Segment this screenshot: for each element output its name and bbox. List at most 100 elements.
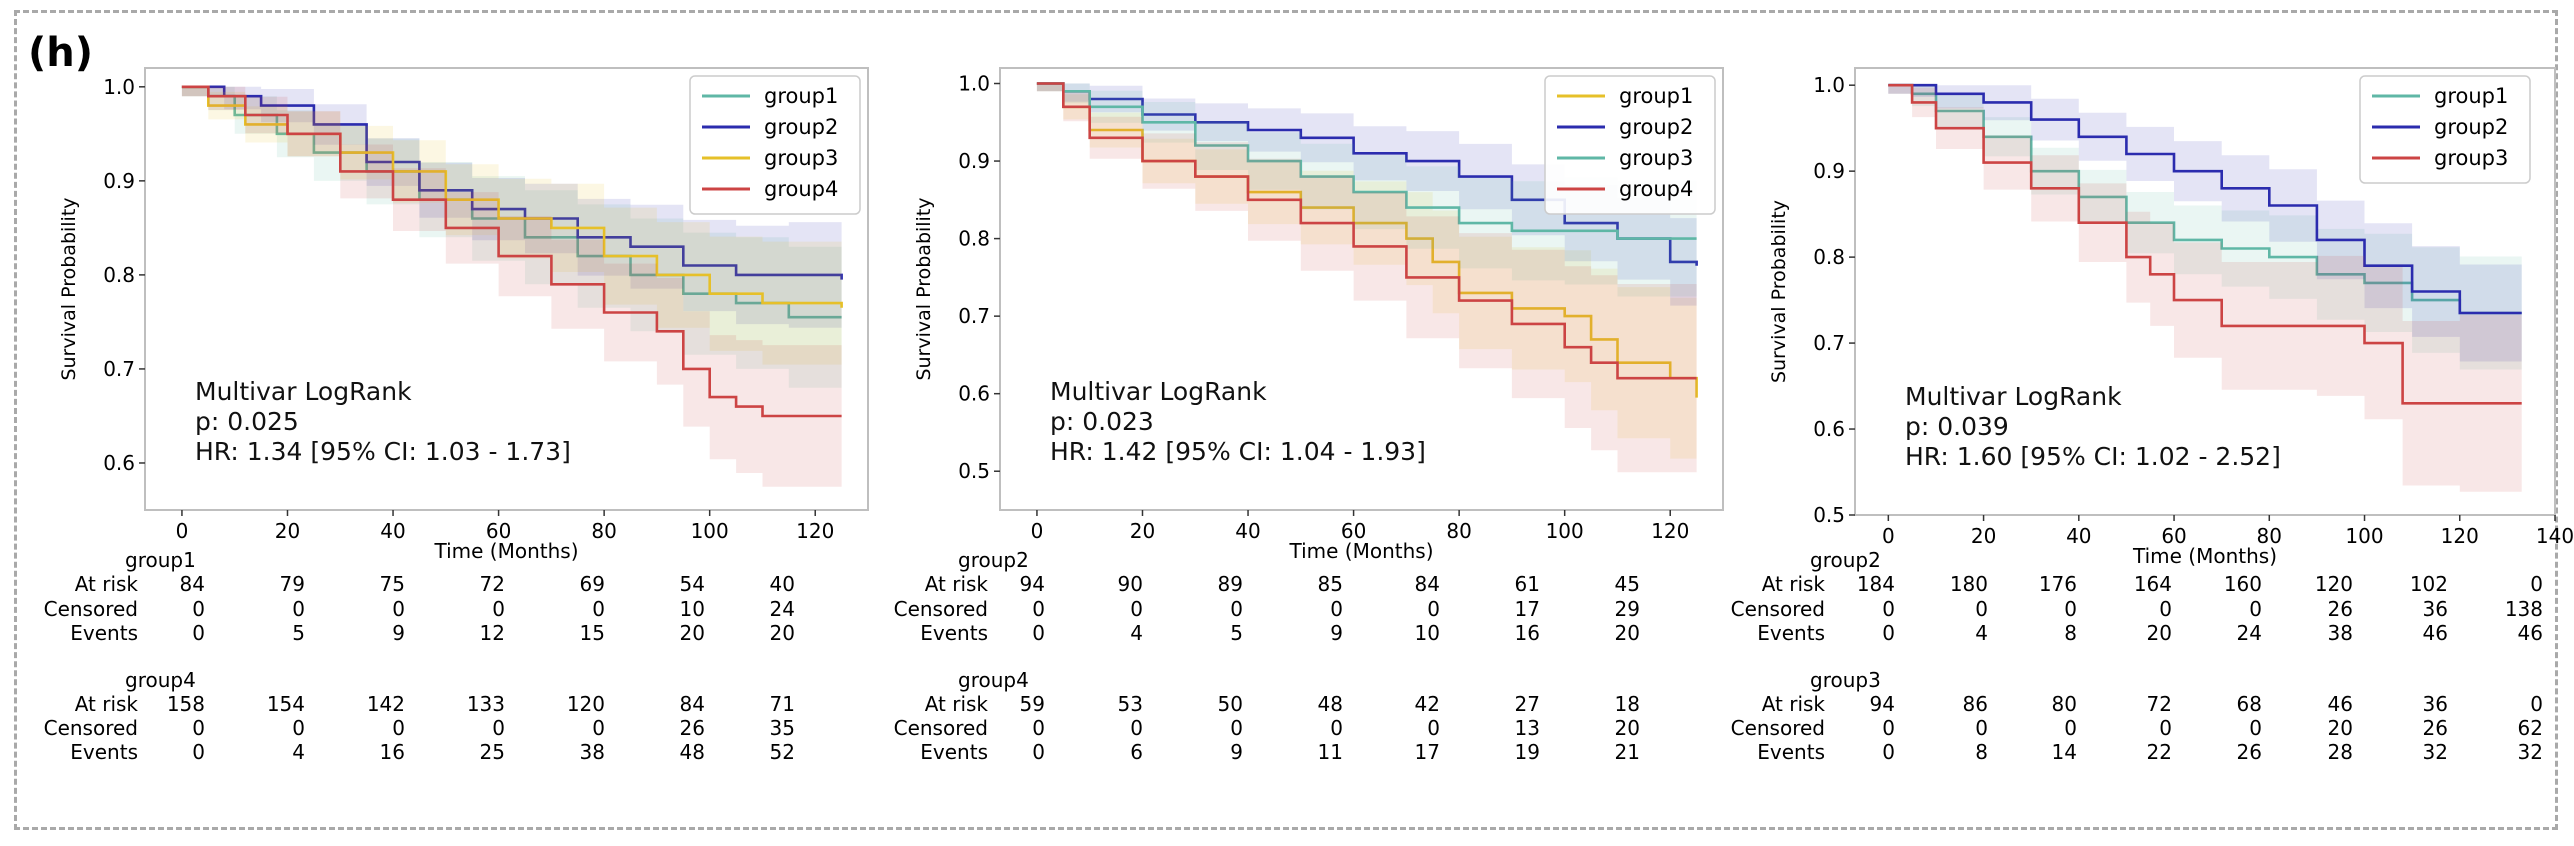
x-tick-label: 20 — [275, 519, 300, 543]
x-tick-label: 120 — [2441, 524, 2479, 548]
y-tick-label: 1.0 — [1813, 73, 1845, 97]
risk-table-value: 79 — [280, 572, 305, 596]
y-tick-label: 0.5 — [1813, 503, 1845, 527]
risk-table-value: 0 — [1032, 597, 1045, 621]
risk-table-value: 14 — [2052, 740, 2077, 764]
risk-row-label: Censored — [1731, 597, 1825, 621]
x-tick-label: 0 — [1031, 519, 1044, 543]
risk-table-group: group4 — [958, 668, 1029, 692]
risk-table-value: 53 — [1118, 692, 1143, 716]
risk-table-value: 133 — [467, 692, 505, 716]
risk-table-value: 184 — [1857, 572, 1895, 596]
risk-table-value: 35 — [770, 716, 795, 740]
risk-table-value: 48 — [680, 740, 705, 764]
risk-table-value: 0 — [392, 597, 405, 621]
y-tick-label: 0.7 — [1813, 331, 1845, 355]
risk-table-value: 94 — [1020, 572, 1045, 596]
risk-row-label: At risk — [75, 572, 139, 596]
risk-table-value: 158 — [167, 692, 205, 716]
risk-table-value: 0 — [1975, 597, 1988, 621]
risk-table-value: 17 — [1515, 597, 1540, 621]
y-axis-label: Survival Probability — [913, 197, 935, 380]
risk-table-value: 13 — [1515, 716, 1540, 740]
risk-table-value: 26 — [2423, 716, 2448, 740]
y-tick-label: 1.0 — [103, 75, 135, 99]
risk-table-value: 36 — [2423, 597, 2448, 621]
figure-frame — [14, 10, 2558, 830]
risk-table-value: 32 — [2518, 740, 2543, 764]
x-axis-label: Time (Months) — [1288, 539, 1433, 563]
risk-table-value: 9 — [392, 621, 405, 645]
risk-row-label: Events — [70, 740, 138, 764]
y-tick-label: 0.9 — [1813, 159, 1845, 183]
y-tick-label: 0.5 — [958, 459, 990, 483]
risk-table-value: 72 — [480, 572, 505, 596]
risk-table-value: 20 — [2147, 621, 2172, 645]
risk-table-value: 0 — [1032, 740, 1045, 764]
risk-table-value: 28 — [2328, 740, 2353, 764]
x-tick-label: 40 — [2066, 524, 2091, 548]
risk-table-value: 72 — [2147, 692, 2172, 716]
risk-table-value: 32 — [2423, 740, 2448, 764]
x-tick-label: 140 — [2536, 524, 2574, 548]
risk-table-value: 20 — [1615, 621, 1640, 645]
risk-table-value: 0 — [1330, 597, 1343, 621]
x-tick-label: 100 — [1546, 519, 1584, 543]
risk-table-value: 68 — [2237, 692, 2262, 716]
risk-table-value: 12 — [480, 621, 505, 645]
risk-table-value: 0 — [2064, 716, 2077, 740]
x-tick-label: 120 — [1651, 519, 1689, 543]
ci-band-group1 — [181, 86, 842, 393]
risk-table-value: 18 — [1615, 692, 1640, 716]
risk-table-group: group2 — [1810, 548, 1881, 572]
risk-table-value: 0 — [492, 597, 505, 621]
km-curve-group4 — [1036, 82, 1697, 380]
legend-label-group2: group2 — [764, 115, 838, 139]
risk-table-value: 142 — [367, 692, 405, 716]
x-tick-label: 60 — [1341, 519, 1366, 543]
x-tick-label: 100 — [2345, 524, 2383, 548]
y-tick-label: 0.6 — [103, 451, 135, 475]
risk-table-value: 20 — [2328, 716, 2353, 740]
y-tick-label: 0.9 — [103, 169, 135, 193]
risk-table-value: 86 — [1963, 692, 1988, 716]
logrank-annotation: HR: 1.42 [95% CI: 1.04 - 1.93] — [1050, 437, 1426, 466]
y-tick-label: 0.6 — [1813, 417, 1845, 441]
risk-table-value: 20 — [680, 621, 705, 645]
risk-table-value: 120 — [2315, 572, 2353, 596]
risk-table-value: 164 — [2134, 572, 2172, 596]
risk-table-value: 29 — [1615, 597, 1640, 621]
x-tick-label: 20 — [1130, 519, 1155, 543]
risk-table-value: 38 — [2328, 621, 2353, 645]
legend-label-group4: group4 — [764, 177, 838, 201]
logrank-annotation: Multivar LogRank — [1050, 377, 1267, 406]
risk-row-label: At risk — [925, 692, 989, 716]
risk-row-label: Events — [920, 740, 988, 764]
risk-table-value: 16 — [1515, 621, 1540, 645]
x-tick-label: 80 — [2257, 524, 2282, 548]
logrank-annotation: HR: 1.34 [95% CI: 1.03 - 1.73] — [195, 437, 571, 466]
risk-table-value: 4 — [1130, 621, 1143, 645]
risk-row-label: Censored — [894, 716, 988, 740]
x-tick-label: 120 — [796, 519, 834, 543]
risk-table-value: 0 — [292, 716, 305, 740]
risk-table-value: 46 — [2423, 621, 2448, 645]
risk-table-value: 10 — [1415, 621, 1440, 645]
risk-table-value: 0 — [2159, 597, 2172, 621]
risk-table-value: 24 — [2237, 621, 2262, 645]
risk-table-value: 0 — [192, 740, 205, 764]
risk-table-value: 38 — [580, 740, 605, 764]
risk-table-value: 61 — [1515, 572, 1540, 596]
legend-label-group1: group1 — [1619, 84, 1693, 108]
legend-label-group3: group3 — [1619, 146, 1693, 170]
x-tick-label: 0 — [176, 519, 189, 543]
risk-table-value: 69 — [580, 572, 605, 596]
risk-table-value: 17 — [1415, 740, 1440, 764]
km-curve-group2 — [1036, 82, 1698, 266]
legend-box — [2359, 75, 2531, 184]
risk-table-value: 0 — [492, 716, 505, 740]
risk-table-value: 0 — [2249, 716, 2262, 740]
